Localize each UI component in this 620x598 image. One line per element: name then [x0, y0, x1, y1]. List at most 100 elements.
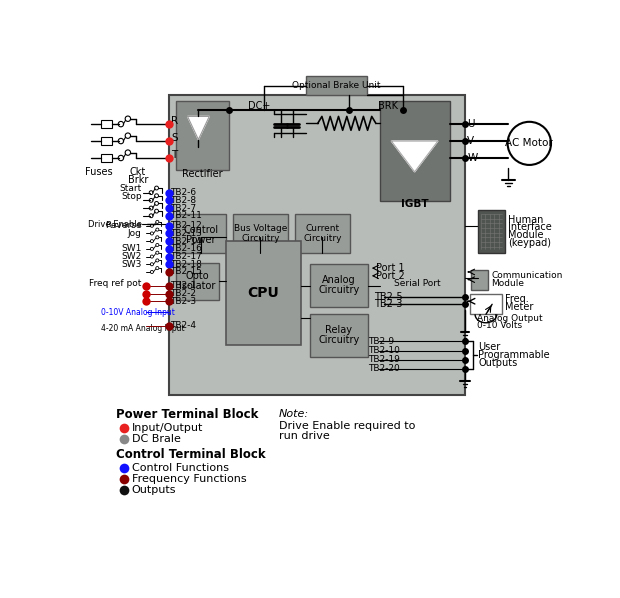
Text: TB2-1: TB2-1	[170, 281, 197, 290]
Bar	[306, 75, 366, 95]
Text: Relay: Relay	[325, 325, 352, 335]
Bar	[176, 214, 226, 253]
Text: IGBT: IGBT	[401, 199, 428, 209]
Text: TB2-7: TB2-7	[170, 203, 197, 212]
Text: Control: Control	[183, 225, 218, 234]
Text: TB2-9: TB2-9	[368, 337, 394, 346]
Text: TB2-10: TB2-10	[368, 346, 400, 355]
Text: SW3: SW3	[122, 260, 142, 269]
Text: Rectifier: Rectifier	[182, 169, 223, 179]
Text: TB2-19: TB2-19	[368, 355, 400, 364]
Bar	[226, 241, 301, 345]
Text: TB2-2: TB2-2	[170, 289, 197, 298]
Bar	[100, 137, 112, 145]
Text: W: W	[467, 153, 477, 163]
Text: Opto: Opto	[185, 271, 209, 281]
Polygon shape	[391, 141, 438, 172]
Text: R: R	[171, 116, 179, 126]
Text: Freq.: Freq.	[505, 294, 529, 304]
Text: CPU: CPU	[247, 286, 280, 300]
Text: Module: Module	[508, 230, 544, 240]
Text: Circuitry: Circuitry	[303, 234, 342, 243]
Text: Port 1: Port 1	[376, 263, 404, 273]
Text: TB2-16: TB2-16	[170, 245, 202, 254]
Text: Circuitry: Circuitry	[318, 285, 360, 295]
Text: Outputs: Outputs	[131, 485, 176, 495]
Text: 0-10 Volts: 0-10 Volts	[477, 321, 522, 330]
Text: Power Terminal Block: Power Terminal Block	[117, 408, 259, 421]
Bar	[176, 101, 229, 170]
Text: TB2-17: TB2-17	[170, 252, 202, 261]
Bar	[100, 154, 112, 162]
Text: Optional Brake Unit: Optional Brake Unit	[292, 81, 381, 90]
Text: S: S	[171, 133, 178, 143]
Text: Isolator: Isolator	[179, 281, 215, 291]
Text: 4-20 mA Analog Input: 4-20 mA Analog Input	[100, 324, 184, 332]
Bar	[310, 264, 368, 307]
Bar	[470, 294, 502, 315]
Text: DC Brale: DC Brale	[131, 434, 180, 444]
Text: Analog: Analog	[322, 274, 355, 285]
Text: Circuitry: Circuitry	[318, 335, 360, 344]
Text: TB2-5: TB2-5	[373, 292, 402, 301]
Text: Module: Module	[491, 279, 525, 288]
Bar	[379, 101, 450, 201]
Text: User: User	[478, 343, 500, 352]
Bar	[176, 263, 219, 300]
Text: Human: Human	[508, 215, 544, 225]
Text: TB2-3: TB2-3	[373, 300, 402, 309]
Text: TB2-15: TB2-15	[170, 267, 202, 276]
Text: DC+: DC+	[248, 102, 270, 111]
Text: TB2-4: TB2-4	[170, 321, 197, 330]
Text: Input/Output: Input/Output	[131, 423, 203, 434]
Text: Power: Power	[186, 234, 216, 245]
Text: Freq ref pot: Freq ref pot	[89, 279, 142, 288]
Text: Communication: Communication	[491, 271, 563, 280]
Text: TB2-12: TB2-12	[170, 221, 202, 230]
Text: BRK: BRK	[378, 102, 398, 111]
Text: Meter: Meter	[505, 301, 534, 312]
Text: Programmable: Programmable	[478, 350, 550, 360]
Text: Fuses: Fuses	[84, 167, 112, 177]
Text: Interface: Interface	[508, 222, 552, 232]
Text: Note:: Note:	[279, 410, 309, 419]
Text: Outputs: Outputs	[478, 358, 518, 368]
Text: Stop: Stop	[121, 192, 142, 201]
Text: AC Motor: AC Motor	[505, 138, 553, 148]
Text: Brkr: Brkr	[128, 175, 148, 185]
Text: SW2: SW2	[122, 252, 142, 261]
Text: TB2-6: TB2-6	[170, 188, 197, 197]
Text: TB2-13: TB2-13	[170, 229, 202, 238]
Text: Serial Port: Serial Port	[394, 279, 440, 288]
Text: Drive Enable: Drive Enable	[88, 219, 142, 228]
Bar	[232, 214, 288, 253]
Text: Start: Start	[120, 184, 142, 193]
Bar	[310, 315, 368, 356]
Circle shape	[508, 122, 551, 165]
Text: Control Functions: Control Functions	[131, 463, 229, 473]
Text: Drive Enable required to: Drive Enable required to	[279, 421, 415, 431]
Text: V: V	[467, 136, 474, 146]
Text: Control Terminal Block: Control Terminal Block	[117, 448, 266, 461]
Text: (keypad): (keypad)	[508, 237, 551, 248]
Text: TB2-8: TB2-8	[170, 196, 197, 205]
Text: Reverse: Reverse	[105, 221, 142, 230]
Text: Port 2: Port 2	[376, 271, 405, 281]
Text: TB2-11: TB2-11	[170, 211, 202, 220]
Text: TB2-3: TB2-3	[170, 297, 197, 306]
Bar	[100, 120, 112, 128]
Bar	[294, 214, 350, 253]
Text: Circuitry: Circuitry	[241, 234, 280, 243]
Text: U: U	[467, 119, 475, 129]
Bar	[169, 95, 465, 395]
Bar	[478, 210, 505, 253]
Text: SW1: SW1	[122, 245, 142, 254]
Bar	[471, 270, 489, 291]
Text: Analog Output: Analog Output	[477, 314, 542, 323]
Text: Ckt: Ckt	[130, 167, 146, 177]
Text: Bus Voltage: Bus Voltage	[234, 224, 287, 233]
Text: run drive: run drive	[279, 431, 330, 441]
Polygon shape	[187, 117, 210, 139]
Text: Current: Current	[305, 224, 340, 233]
Text: TB2-20: TB2-20	[368, 364, 400, 374]
